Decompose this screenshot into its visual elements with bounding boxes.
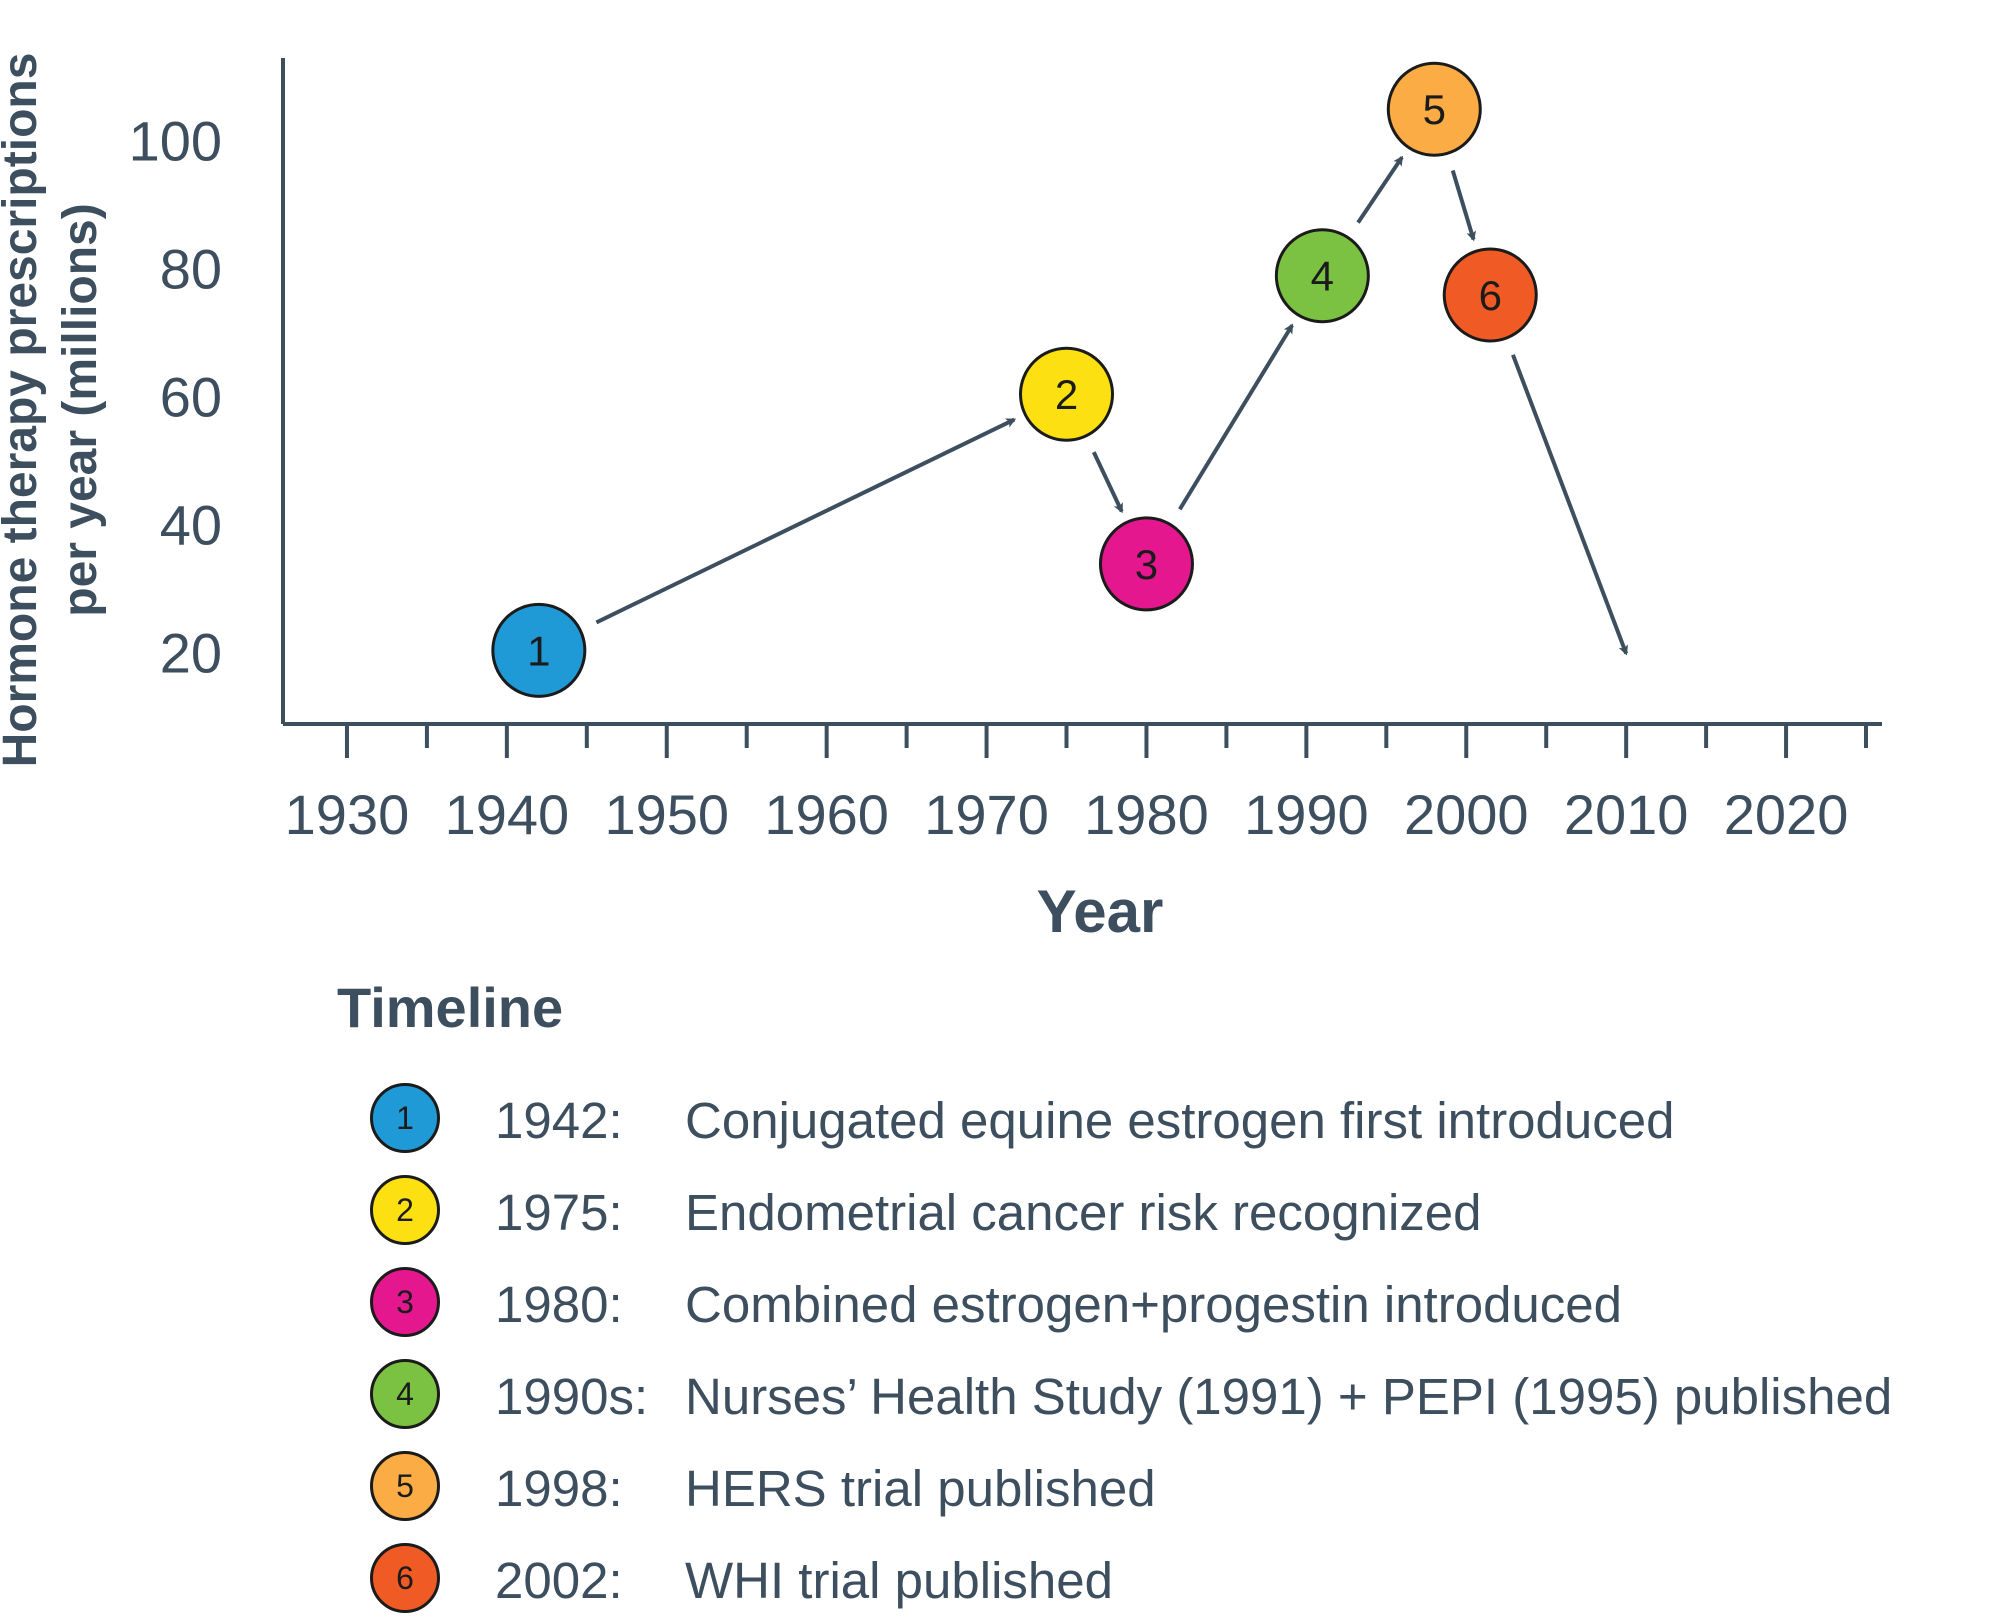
timeline-point-marker	[1274, 228, 1370, 324]
timeline-point-label: 3	[1135, 541, 1158, 588]
x-tick-label: 1970	[924, 783, 1049, 846]
x-tick-label: 1940	[445, 783, 570, 846]
timeline-point-label: 1	[527, 627, 550, 674]
x-tick-label: 1930	[285, 783, 410, 846]
y-axis-label-line1: Hormone therapy prescriptions	[0, 53, 47, 768]
timeline-point-marker	[1386, 61, 1482, 157]
legend-text: WHI trial published	[685, 1552, 1113, 1609]
trend-arrow	[1178, 323, 1294, 511]
timeline-point-5: 5	[1386, 61, 1482, 157]
timeline-point-3: 3	[1098, 516, 1194, 612]
legend-item: 6 2002: WHI trial published	[370, 1543, 1990, 1623]
timeline-point-2: 2	[1019, 346, 1115, 442]
legend-item: 5 1998: HERS trial published	[370, 1451, 1990, 1531]
legend-badge: 3	[370, 1267, 440, 1337]
timeline-point-1: 1	[491, 602, 587, 698]
y-tick-label: 60	[160, 365, 222, 428]
timeline-point-marker	[1442, 247, 1538, 343]
x-tick-label: 1960	[764, 783, 889, 846]
y-tick-label: 40	[160, 493, 222, 556]
legend-text: HERS trial published	[685, 1460, 1156, 1517]
x-axis-label: Year	[1037, 878, 1164, 945]
timeline-point-marker	[491, 602, 587, 698]
legend-year: 1980:	[495, 1276, 623, 1333]
trend-arrows	[595, 155, 1629, 656]
timeline-point-marker	[1098, 516, 1194, 612]
timeline-point-label: 6	[1479, 272, 1502, 319]
trend-arrow	[1356, 155, 1404, 224]
legend-year: 1998:	[495, 1460, 623, 1517]
timeline-point-marker	[1019, 346, 1115, 442]
trend-arrow	[595, 417, 1017, 625]
y-axis-label-line2: per year (millions)	[54, 203, 107, 616]
legend-text: Endometrial cancer risk recognized	[685, 1184, 1482, 1241]
legend-badge: 4	[370, 1359, 440, 1429]
x-tick-label: 1980	[1084, 783, 1209, 846]
legend-item: 3 1980: Combined estrogen+progestin introd…	[370, 1267, 1990, 1347]
timeline-point-4: 4	[1274, 228, 1370, 324]
x-tick-label: 1990	[1244, 783, 1369, 846]
trend-arrow	[1511, 354, 1629, 656]
trend-arrow	[1091, 451, 1124, 514]
y-ticks: 20 40 60 80 100	[129, 109, 222, 684]
timeline-point-6: 6	[1442, 247, 1538, 343]
legend-text: Combined estrogen+progestin introduced	[685, 1276, 1623, 1333]
legend-text: Nurses’ Health Study (1991) + PEPI (1995…	[685, 1368, 1893, 1425]
x-tick-label: 2000	[1404, 783, 1529, 846]
timeline-point-label: 2	[1055, 371, 1078, 418]
legend-badge: 2	[370, 1175, 440, 1245]
legend-badge: 1	[370, 1083, 440, 1153]
x-tick-label: 2020	[1724, 783, 1849, 846]
axes	[281, 58, 1882, 726]
legend-year: 1975:	[495, 1184, 623, 1241]
legend-badge: 6	[370, 1543, 440, 1613]
legend-item: 2 1975: Endometrial cancer risk recognized	[370, 1175, 1990, 1255]
y-tick-label: 20	[160, 622, 222, 685]
hormone-therapy-chart: 1930 1940 1950 1960 1970 1980 1990 2000 2010 2020…	[0, 53, 1882, 945]
legend-item: 4 1990s: Nurses’ Health Study (1991) + PEP…	[370, 1359, 1990, 1439]
legend-year: 2002:	[495, 1552, 623, 1609]
timeline-point-label: 5	[1423, 86, 1446, 133]
legend-text: Conjugated equine estrogen first introdu…	[685, 1092, 1675, 1149]
x-tick-label: 1950	[604, 783, 729, 846]
x-tick-label: 2010	[1564, 783, 1689, 846]
legend-title: Timeline	[337, 976, 564, 1039]
trend-arrow	[1450, 169, 1476, 242]
timeline-point-label: 4	[1311, 253, 1334, 300]
legend-year: 1990s:	[495, 1368, 649, 1425]
legend-year: 1942:	[495, 1092, 623, 1149]
y-tick-label: 100	[129, 109, 222, 172]
legend-item: 1 1942: Conjugated equine estrogen first i…	[370, 1083, 1990, 1163]
x-ticks: 1930 1940 1950 1960 1970 1980 1990 2000 2010 2020	[285, 724, 1869, 846]
y-tick-label: 80	[160, 237, 222, 300]
timeline-points: 1 2 3 4 5 6	[491, 61, 1538, 698]
legend-badge: 5	[370, 1451, 440, 1521]
